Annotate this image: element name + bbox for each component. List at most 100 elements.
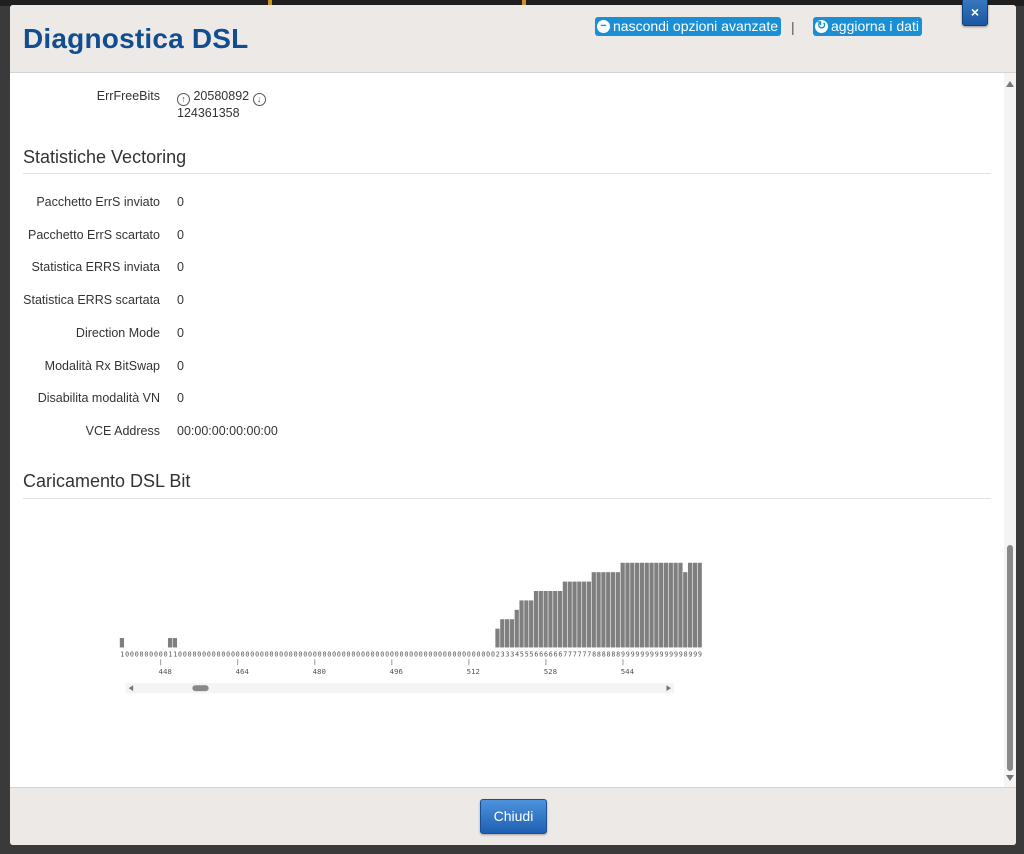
bit-bar — [533, 591, 539, 648]
scroll-left-icon[interactable] — [128, 685, 134, 692]
bit-value-label: 0 — [366, 650, 370, 658]
bit-bar — [591, 572, 596, 648]
bit-bar — [639, 562, 645, 648]
bit-value-label: 8 — [592, 650, 596, 658]
bit-value-label: 0 — [351, 650, 355, 658]
scrollbar-track[interactable] — [125, 683, 674, 694]
bit-value-label: 0 — [284, 650, 288, 658]
scrollbar-thumb[interactable] — [192, 685, 209, 692]
bit-bar — [610, 572, 616, 648]
bit-value-label: 3 — [510, 650, 514, 658]
err-free-bits-label: ErrFreeBits — [96, 89, 160, 103]
bit-value-label: 9 — [660, 650, 664, 658]
bit-value-label: 9 — [664, 650, 668, 658]
bit-value-label: 3 — [501, 650, 505, 658]
bit-bar — [620, 562, 625, 648]
bit-bar — [659, 562, 664, 648]
bit-value-label: 0 — [140, 650, 144, 658]
vectoring-row-value: 00:00:00:00:00:00 — [177, 423, 278, 438]
bit-value-label: 0 — [467, 650, 471, 658]
close-button[interactable]: Chiudi — [480, 799, 547, 834]
section-divider — [23, 173, 991, 174]
vectoring-row: Statistica ERRS inviata 0 — [10, 260, 410, 280]
x-tick-label: 448 — [159, 667, 172, 676]
bit-value-label: 0 — [144, 650, 148, 658]
bit-value-label: 0 — [380, 650, 384, 658]
bit-bars — [119, 562, 702, 648]
vectoring-row-label: Statistica ERRS inviata — [31, 260, 160, 275]
scroll-right-icon[interactable] — [666, 685, 671, 692]
bit-value-label: 9 — [631, 650, 635, 658]
scrollbar-thumb[interactable] — [1007, 545, 1013, 771]
bit-bar — [663, 562, 669, 648]
bit-value-label: 6 — [549, 650, 553, 658]
vectoring-row: Disabilita modalità VN 0 — [10, 391, 410, 411]
err-free-bits-row: ErrFreeBits ↑ 20580892 ↓ 124361358 — [10, 89, 410, 120]
scroll-down-icon[interactable] — [1006, 775, 1014, 781]
bit-value-label: 0 — [414, 650, 418, 658]
bit-bar — [172, 638, 177, 648]
bit-bar — [601, 572, 606, 648]
vectoring-row-value: 0 — [177, 260, 184, 275]
refresh-data-link[interactable]: ↻ aggiorna i dati — [813, 17, 922, 36]
vectoring-row: Pacchetto ErrS inviato 0 — [10, 195, 410, 215]
horizontal-scrollbar[interactable] — [125, 683, 674, 694]
bit-value-label: 4 — [515, 650, 519, 658]
bit-value-label: 0 — [428, 650, 432, 658]
bit-value-label: 0 — [462, 650, 466, 658]
x-axis: 448 464 480 496 512 528 544 — [159, 659, 635, 676]
bit-value-label: 9 — [698, 650, 702, 658]
vertical-scrollbar[interactable] — [1004, 73, 1016, 787]
refresh-label: aggiorna i dati — [831, 18, 919, 34]
bit-value-label: 0 — [303, 650, 307, 658]
bit-value-label: 0 — [375, 650, 379, 658]
bit-value-label: 8 — [597, 650, 601, 658]
bit-value-label: 0 — [125, 650, 129, 658]
bit-value-label: 0 — [212, 650, 216, 658]
bit-bar — [538, 591, 543, 648]
header-separator: | — [791, 19, 795, 35]
vectoring-section-title: Statistiche Vectoring — [23, 147, 187, 167]
bit-bar — [586, 581, 592, 648]
bit-value-label: 0 — [197, 650, 201, 658]
hide-advanced-options-link[interactable]: − nascondi opzioni avanzate — [595, 17, 782, 36]
scroll-up-icon[interactable] — [1006, 81, 1014, 87]
vectoring-row-label: Pacchetto ErrS scartato — [27, 227, 160, 242]
arrow-down-circle-icon: ↓ — [252, 93, 266, 106]
dialog-footer: Chiudi — [10, 787, 1016, 845]
bit-bar — [692, 562, 697, 648]
bit-value-label: 0 — [226, 650, 230, 658]
bit-value-label: 0 — [371, 650, 375, 658]
bit-bar — [673, 562, 678, 648]
bit-bar — [596, 572, 601, 648]
bit-value-label: 0 — [385, 650, 389, 658]
bit-value-label: 0 — [188, 650, 192, 658]
err-free-bits-downstream: 124361358 — [177, 106, 240, 120]
bit-bar — [524, 600, 529, 648]
bit-value-label: 7 — [573, 650, 577, 658]
bit-bar — [553, 591, 558, 648]
bit-bar — [509, 619, 515, 648]
bit-value-label: 0 — [337, 650, 341, 658]
bit-value-label: 8 — [611, 650, 615, 658]
x-tick-label: 496 — [390, 667, 403, 676]
bit-bar — [630, 562, 635, 648]
backdrop-accent — [268, 0, 272, 6]
bit-value-label: 0 — [274, 650, 278, 658]
bit-value-label: 0 — [356, 650, 360, 658]
close-dialog-button[interactable]: × — [962, 0, 988, 26]
bit-value-label: 0 — [409, 650, 413, 658]
bit-value-label: 0 — [361, 650, 365, 658]
bit-value-label: 7 — [568, 650, 572, 658]
bit-value-label: 0 — [318, 650, 322, 658]
page-backdrop — [0, 0, 1024, 6]
bit-value-label: 8 — [616, 650, 620, 658]
bit-value-label: 6 — [554, 650, 558, 658]
bit-value-label: 0 — [178, 650, 182, 658]
bit-value-label: 8 — [684, 650, 688, 658]
bit-bar — [678, 562, 683, 648]
bit-value-label: 5 — [530, 650, 534, 658]
vectoring-row-value: 0 — [177, 391, 184, 406]
